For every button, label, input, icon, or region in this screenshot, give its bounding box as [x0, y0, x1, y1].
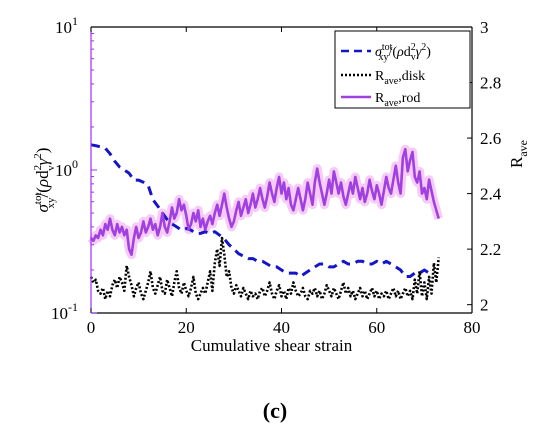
- panel-label: (c): [262, 398, 288, 423]
- x-axis-title: Cumulative shear strain: [191, 336, 353, 355]
- y-left-tick-label-0: 10-1: [51, 300, 78, 323]
- x-tick-label-80: 80: [464, 318, 481, 337]
- y-left-tick-label-2: 101: [55, 14, 78, 37]
- legend: σtot xy/(ρd2 vγ2) Rave,disk Rave,rod: [334, 30, 471, 109]
- y-right-tick-label-2.8: 2.8: [480, 74, 501, 93]
- series-stress-line: [90, 143, 434, 278]
- y-left-tick-label-1: 100: [55, 157, 78, 180]
- series-disk-line: [89, 236, 440, 301]
- legend-label-stress: σtot xy/(ρd2 vγ2): [375, 42, 431, 63]
- y-right-tick-label-2: 2: [480, 296, 489, 315]
- y-right-axis-title: Rave: [507, 140, 530, 168]
- y-right-tick-label-2.2: 2.2: [480, 240, 501, 259]
- x-tick-label-40: 40: [273, 318, 290, 337]
- series-rod-line: [90, 147, 440, 256]
- y-right-tick-label-2.6: 2.6: [480, 129, 501, 148]
- y-left-axis-title: σtotxy/(ρd2vγ2): [32, 148, 57, 213]
- series-layer: [89, 143, 440, 301]
- x-tick-label-60: 60: [368, 318, 385, 337]
- x-tick-label-20: 20: [178, 318, 195, 337]
- y-right-tick-label-2.4: 2.4: [480, 185, 502, 204]
- legend-box: [334, 30, 471, 109]
- y-right-tick-label-3: 3: [480, 18, 489, 37]
- x-tick-label-0: 0: [87, 318, 96, 337]
